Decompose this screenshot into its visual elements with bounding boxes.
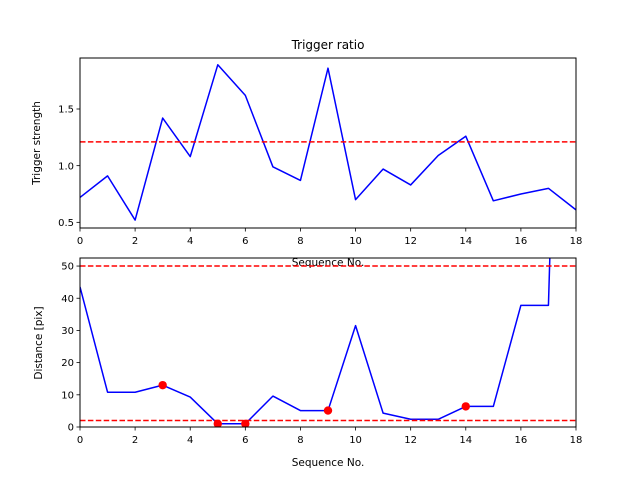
x-tick-label: 6 <box>242 435 248 446</box>
y-tick-label: 10 <box>61 390 74 401</box>
y-ticks: 0 10 20 30 40 50 <box>61 262 80 434</box>
y-tick-label: 1.5 <box>58 105 74 116</box>
x-tick-label: 12 <box>404 236 417 247</box>
x-tick-label: 18 <box>570 435 583 446</box>
data-point <box>461 402 470 411</box>
x-tick-label: 10 <box>349 236 362 247</box>
x-axis-label: Sequence No. <box>292 457 365 469</box>
y-tick-label: 1.0 <box>58 161 74 172</box>
x-tick-label: 6 <box>242 236 248 247</box>
x-tick-label: 14 <box>459 435 472 446</box>
x-tick-label: 16 <box>515 435 528 446</box>
x-tick-label: 4 <box>187 236 193 247</box>
x-tick-label: 18 <box>570 236 583 247</box>
y-tick-label: 20 <box>61 358 74 369</box>
x-ticks: 0 2 4 6 8 10 12 14 16 18 <box>77 427 583 446</box>
plot-area <box>80 64 576 221</box>
x-tick-label: 8 <box>297 236 303 247</box>
data-point <box>158 380 167 390</box>
x-tick-label: 8 <box>297 435 303 446</box>
chart-title: Trigger ratio <box>291 38 365 52</box>
x-tick-label: 2 <box>132 236 138 247</box>
data-point <box>241 419 250 427</box>
x-axis-label: Sequence No. <box>292 257 365 269</box>
distance-chart: Sequence No. Distance [pix] 0 2 4 6 8 10 12 14 1… <box>33 257 583 469</box>
y-tick-label: 0.5 <box>58 218 74 229</box>
y-ticks: 0.5 1.0 1.5 <box>58 105 80 229</box>
axes-frame <box>79 57 577 229</box>
series-line <box>80 64 576 221</box>
x-tick-label: 12 <box>404 435 417 446</box>
data-point <box>213 419 222 427</box>
x-tick-label: 16 <box>515 236 528 247</box>
x-tick-label: 2 <box>132 435 138 446</box>
trigger-ratio-chart: Trigger ratio Sequence No. Trigger stren… <box>31 38 582 269</box>
y-axis-label: Distance [pix] <box>33 306 45 379</box>
x-tick-label: 0 <box>77 236 83 247</box>
x-tick-label: 4 <box>187 435 193 446</box>
y-tick-label: 0 <box>68 423 74 434</box>
plot-area <box>80 258 576 427</box>
x-ticks: 0 2 4 6 8 10 12 14 16 18 <box>77 228 583 247</box>
x-tick-label: 14 <box>459 236 472 247</box>
axes-frame <box>79 257 577 428</box>
x-tick-label: 0 <box>77 435 83 446</box>
y-tick-label: 40 <box>61 294 74 305</box>
y-tick-label: 50 <box>61 262 74 273</box>
x-tick-label: 10 <box>349 435 362 446</box>
y-tick-label: 30 <box>61 326 74 337</box>
data-point <box>323 406 333 415</box>
y-axis-label: Trigger strength <box>31 101 43 186</box>
